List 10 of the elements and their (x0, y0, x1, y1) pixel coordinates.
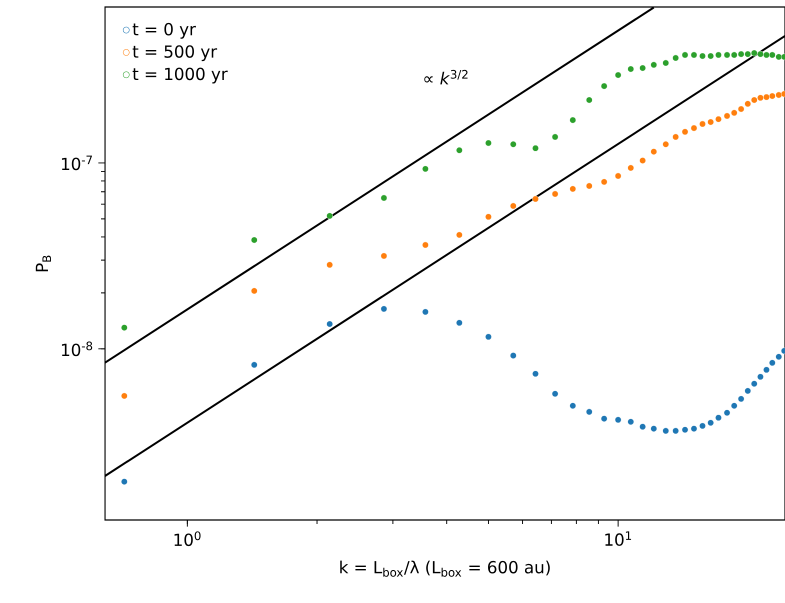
legend-label: t = 0 yr (132, 22, 196, 39)
y-axis-title: P$_{B}$ (36, 256, 51, 272)
legend-label: t = 500 yr (132, 45, 218, 62)
y-tick-label: 10$^{-7}$ (62, 156, 92, 170)
x-tick-label: 10$^{0}$ (174, 531, 201, 546)
x-tick-label: 10$^{1}$ (605, 531, 632, 546)
x-axis-title: k = L$_{box}$/λ (L$_{box}$ = 600 au) (340, 560, 550, 577)
legend-label: t = 1000 yr (132, 68, 228, 84)
annotation: ∝ k$^{3/2}$ (424, 70, 468, 84)
y-tick-label: 10$^{-8}$ (62, 341, 92, 356)
